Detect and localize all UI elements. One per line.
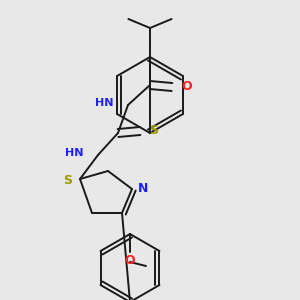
Text: HN: HN [65,148,84,158]
Text: O: O [125,254,135,267]
Text: N: N [138,182,148,196]
Text: S: S [149,124,158,137]
Text: HN: HN [95,98,114,108]
Text: S: S [63,175,72,188]
Text: O: O [181,80,192,94]
